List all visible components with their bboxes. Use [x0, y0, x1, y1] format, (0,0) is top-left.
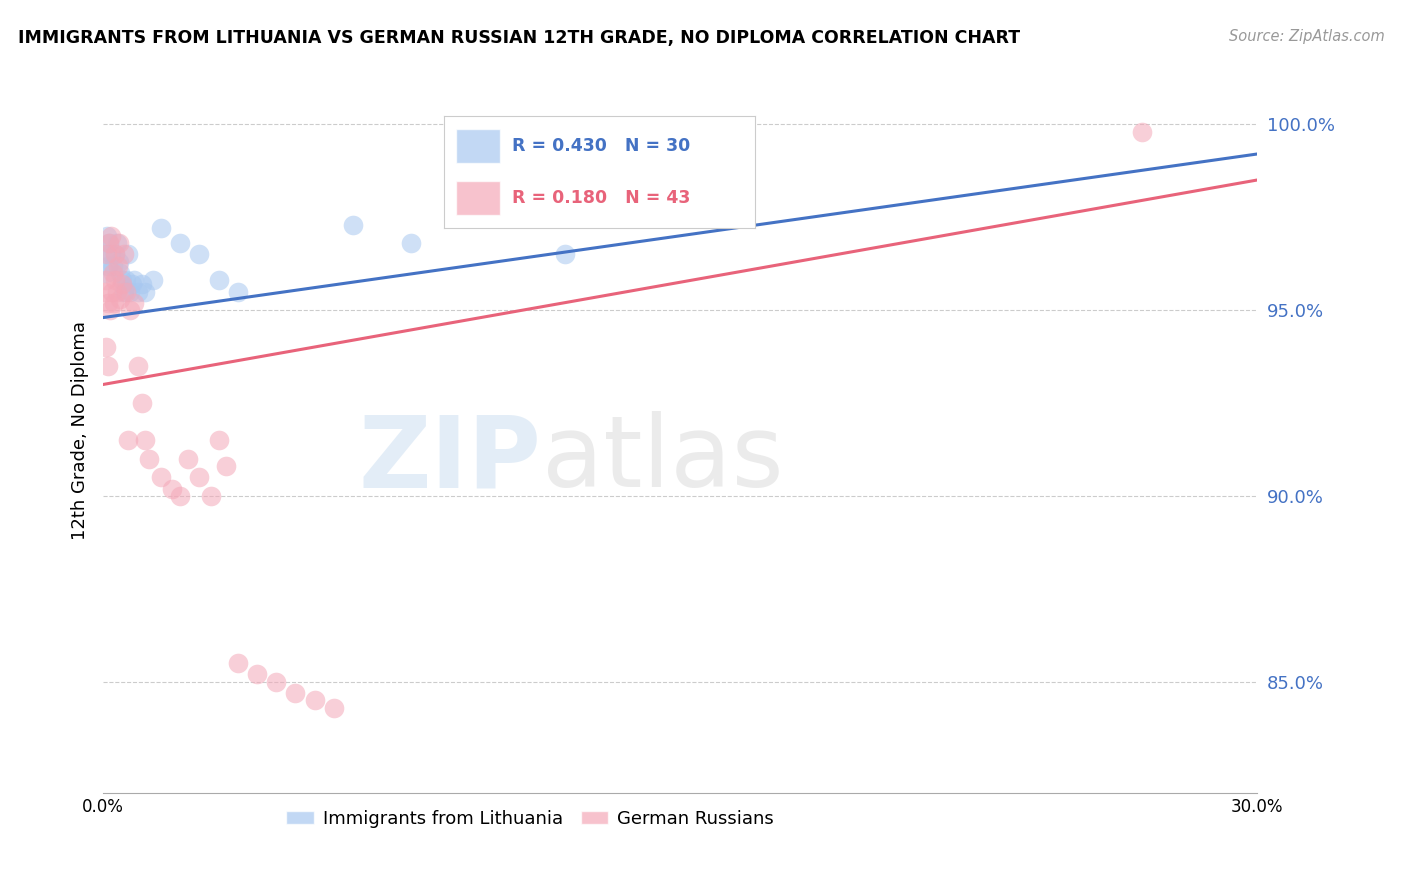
Point — [138, 451, 160, 466]
Point — [115, 285, 138, 299]
Point — [322, 701, 344, 715]
Point — [96, 266, 118, 280]
Point — [169, 489, 191, 503]
Point — [112, 247, 135, 261]
Point — [94, 285, 117, 299]
Point — [118, 303, 141, 318]
Point — [122, 295, 145, 310]
Point — [104, 247, 127, 261]
Point — [98, 303, 121, 318]
Point — [103, 295, 125, 310]
Point — [101, 259, 124, 273]
Point — [122, 273, 145, 287]
Point — [96, 228, 118, 243]
Point — [97, 236, 120, 251]
Point — [105, 285, 128, 299]
Point — [100, 285, 122, 299]
Point — [131, 396, 153, 410]
Point — [104, 273, 127, 287]
Point — [342, 218, 364, 232]
Point — [188, 247, 211, 261]
Point — [121, 277, 143, 292]
Point — [115, 273, 138, 287]
Point — [134, 434, 156, 448]
Text: atlas: atlas — [541, 411, 783, 508]
Point — [97, 236, 120, 251]
Point — [162, 482, 184, 496]
Point — [100, 228, 122, 243]
Point — [284, 686, 307, 700]
Point — [107, 236, 129, 251]
Point — [226, 285, 249, 299]
Point — [101, 266, 124, 280]
Point — [142, 273, 165, 287]
Point — [304, 693, 326, 707]
Point — [97, 359, 120, 373]
Y-axis label: 12th Grade, No Diploma: 12th Grade, No Diploma — [72, 321, 89, 541]
Point — [107, 259, 129, 273]
Point — [117, 247, 139, 261]
Point — [200, 489, 222, 503]
Point — [127, 285, 149, 299]
Point — [177, 451, 200, 466]
Point — [207, 273, 229, 287]
Point — [399, 236, 422, 251]
Point — [96, 247, 118, 261]
Point — [1130, 125, 1153, 139]
Legend: Immigrants from Lithuania, German Russians: Immigrants from Lithuania, German Russia… — [280, 803, 780, 835]
Point — [94, 340, 117, 354]
Point — [127, 359, 149, 373]
Point — [112, 285, 135, 299]
Point — [149, 470, 172, 484]
Point — [554, 247, 576, 261]
Point — [110, 266, 132, 280]
Point — [246, 667, 269, 681]
Point — [215, 459, 238, 474]
Point — [169, 236, 191, 251]
Point — [264, 674, 287, 689]
Point — [104, 247, 127, 261]
Point — [97, 259, 120, 273]
Point — [111, 277, 134, 292]
Point — [117, 434, 139, 448]
Point — [134, 285, 156, 299]
Point — [149, 221, 172, 235]
Point — [94, 247, 117, 261]
Point — [118, 285, 141, 299]
Point — [105, 236, 128, 251]
Point — [97, 295, 120, 310]
Point — [226, 657, 249, 671]
Text: IMMIGRANTS FROM LITHUANIA VS GERMAN RUSSIAN 12TH GRADE, NO DIPLOMA CORRELATION C: IMMIGRANTS FROM LITHUANIA VS GERMAN RUSS… — [18, 29, 1021, 46]
Point — [111, 273, 134, 287]
Point — [131, 277, 153, 292]
Text: ZIP: ZIP — [359, 411, 541, 508]
Point — [188, 470, 211, 484]
Point — [207, 434, 229, 448]
Point — [110, 292, 132, 306]
Point — [107, 255, 129, 269]
Point — [100, 247, 122, 261]
Text: Source: ZipAtlas.com: Source: ZipAtlas.com — [1229, 29, 1385, 44]
Point — [96, 273, 118, 287]
